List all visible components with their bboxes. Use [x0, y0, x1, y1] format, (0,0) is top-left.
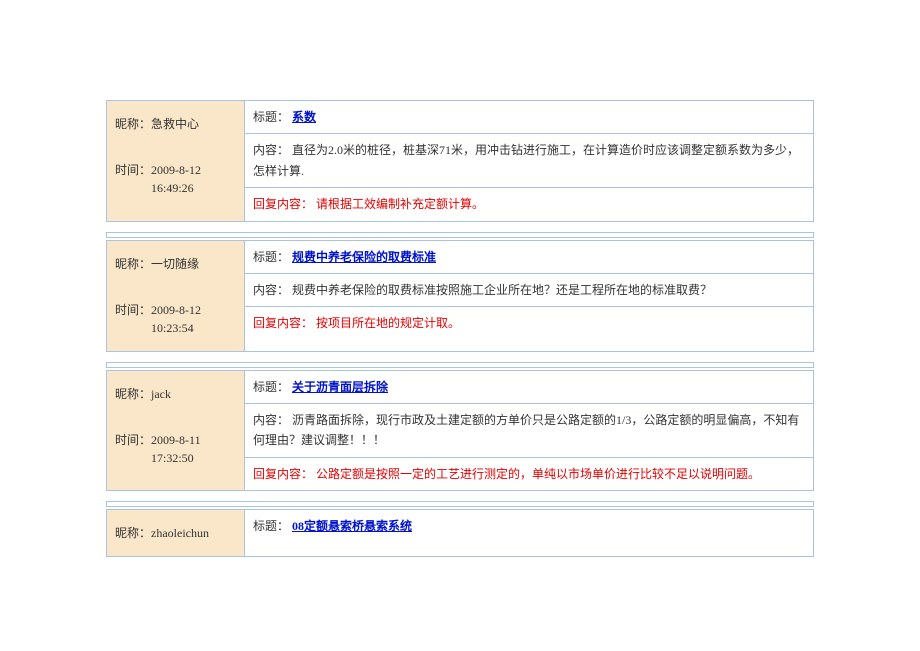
forum-post: 昵称： 一切随缘 时间： 2009-8-12 10:23:54 标题： 规费中养…: [106, 240, 814, 352]
post-body-panel: 标题： 08定额悬索桥悬索系统: [245, 510, 813, 556]
content-row: 内容： 直径为2.0米的桩径，桩基深71米，用冲击钻进行施工，在计算造价时应该调…: [245, 133, 813, 187]
title-label: 标题：: [253, 250, 289, 264]
post-separator: [106, 232, 814, 238]
nickname-label: 昵称：: [115, 524, 151, 542]
nickname-value: 急救中心: [151, 115, 199, 133]
title-row: 标题： 系数: [245, 101, 813, 133]
nickname-row: 昵称： 急救中心: [107, 101, 244, 147]
content-label: 内容：: [253, 413, 289, 427]
title-row: 标题： 关于沥青面层拆除: [245, 371, 813, 403]
forum-post: 昵称： 急救中心 时间： 2009-8-12 16:49:26 标题： 系数 内…: [106, 100, 814, 222]
post-title-link[interactable]: 规费中养老保险的取费标准: [292, 250, 436, 264]
time-row: 时间： 2009-8-11 17:32:50: [107, 417, 244, 481]
post-meta-panel: 昵称： 急救中心 时间： 2009-8-12 16:49:26: [107, 101, 245, 221]
title-label: 标题：: [253, 380, 289, 394]
nickname-value: zhaoleichun: [151, 524, 209, 542]
post-body-panel: 标题： 关于沥青面层拆除 内容： 沥青路面拆除，现行市政及土建定额的方单价只是公…: [245, 371, 813, 491]
time-row: 时间： 2009-8-12 16:49:26: [107, 147, 244, 211]
title-row: 标题： 规费中养老保险的取费标准: [245, 241, 813, 273]
nickname-value: jack: [151, 385, 171, 403]
reply-label: 回复内容：: [253, 467, 313, 481]
reply-text: 公路定额是按照一定的工艺进行测定的，单纯以市场单价进行比较不足以说明问题。: [316, 467, 760, 481]
content-text: 规费中养老保险的取费标准按照施工企业所在地？还是工程所在地的标准取费？: [292, 283, 712, 297]
time-row: 时间： 2009-8-12 10:23:54: [107, 287, 244, 351]
post-meta-panel: 昵称： jack 时间： 2009-8-11 17:32:50: [107, 371, 245, 491]
nickname-value: 一切随缘: [151, 255, 199, 273]
time-label: 时间：: [115, 301, 151, 337]
post-body-panel: 标题： 系数 内容： 直径为2.0米的桩径，桩基深71米，用冲击钻进行施工，在计…: [245, 101, 813, 221]
content-row: 内容： 规费中养老保险的取费标准按照施工企业所在地？还是工程所在地的标准取费？: [245, 273, 813, 306]
nickname-label: 昵称：: [115, 385, 151, 403]
post-title-link[interactable]: 关于沥青面层拆除: [292, 380, 388, 394]
post-meta-panel: 昵称： 一切随缘 时间： 2009-8-12 10:23:54: [107, 241, 245, 351]
forum-post: 昵称： zhaoleichun 标题： 08定额悬索桥悬索系统: [106, 509, 814, 557]
time-value: 2009-8-12 16:49:26: [151, 161, 238, 197]
time-value: 2009-8-12 10:23:54: [151, 301, 238, 337]
post-title-link[interactable]: 08定额悬索桥悬索系统: [292, 519, 412, 533]
content-text: 直径为2.0米的桩径，桩基深71米，用冲击钻进行施工，在计算造价时应该调整定额系…: [253, 143, 799, 177]
time-value: 2009-8-11 17:32:50: [151, 431, 238, 467]
reply-text: 请根据工效编制补充定额计算。: [316, 197, 484, 211]
time-label: 时间：: [115, 161, 151, 197]
post-body-panel: 标题： 规费中养老保险的取费标准 内容： 规费中养老保险的取费标准按照施工企业所…: [245, 241, 813, 351]
reply-label: 回复内容：: [253, 197, 313, 211]
reply-row: 回复内容： 按项目所在地的规定计取。: [245, 306, 813, 339]
title-row: 标题： 08定额悬索桥悬索系统: [245, 510, 813, 542]
content-label: 内容：: [253, 283, 289, 297]
time-label: 时间：: [115, 431, 151, 467]
reply-label: 回复内容：: [253, 316, 313, 330]
reply-row: 回复内容： 请根据工效编制补充定额计算。: [245, 187, 813, 220]
nickname-row: 昵称： zhaoleichun: [107, 510, 244, 556]
forum-post: 昵称： jack 时间： 2009-8-11 17:32:50 标题： 关于沥青…: [106, 370, 814, 492]
content-row: 内容： 沥青路面拆除，现行市政及土建定额的方单价只是公路定额的1/3，公路定额的…: [245, 403, 813, 457]
nickname-label: 昵称：: [115, 255, 151, 273]
reply-row: 回复内容： 公路定额是按照一定的工艺进行测定的，单纯以市场单价进行比较不足以说明…: [245, 457, 813, 490]
post-separator: [106, 362, 814, 368]
post-separator: [106, 501, 814, 507]
post-title-link[interactable]: 系数: [292, 110, 316, 124]
title-label: 标题：: [253, 519, 289, 533]
nickname-row: 昵称： jack: [107, 371, 244, 417]
reply-text: 按项目所在地的规定计取。: [316, 316, 460, 330]
content-label: 内容：: [253, 143, 289, 157]
nickname-row: 昵称： 一切随缘: [107, 241, 244, 287]
content-text: 沥青路面拆除，现行市政及土建定额的方单价只是公路定额的1/3，公路定额的明显偏高…: [253, 413, 799, 447]
title-label: 标题：: [253, 110, 289, 124]
post-meta-panel: 昵称： zhaoleichun: [107, 510, 245, 556]
nickname-label: 昵称：: [115, 115, 151, 133]
